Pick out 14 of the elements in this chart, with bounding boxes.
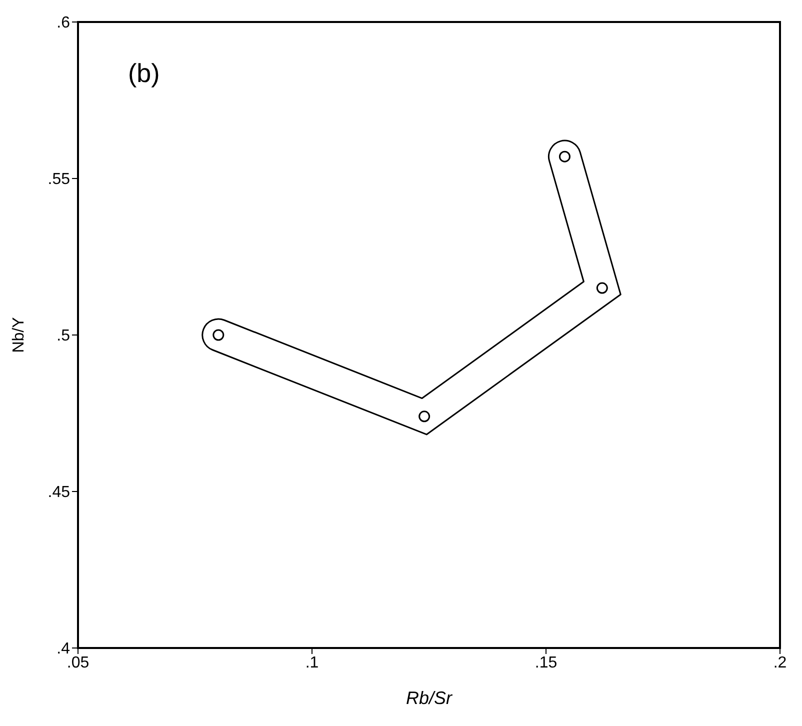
y-tick-label: .45 (48, 484, 70, 502)
point (212, 329, 224, 341)
annotation: (b) (128, 58, 160, 88)
x-tick-label: .2 (773, 654, 787, 672)
point (558, 150, 570, 162)
x-tick-label: .1 (305, 654, 319, 672)
point (418, 410, 430, 422)
y-tick-label: .55 (48, 171, 70, 188)
x-tick-label: .15 (534, 654, 558, 672)
point (596, 282, 608, 294)
y-axis-title: Nb/Y (10, 316, 28, 353)
y-tick-label: .6 (56, 14, 70, 32)
x-axis-title: Rb/Sr (406, 688, 454, 708)
y-tick-label: .5 (56, 328, 70, 345)
